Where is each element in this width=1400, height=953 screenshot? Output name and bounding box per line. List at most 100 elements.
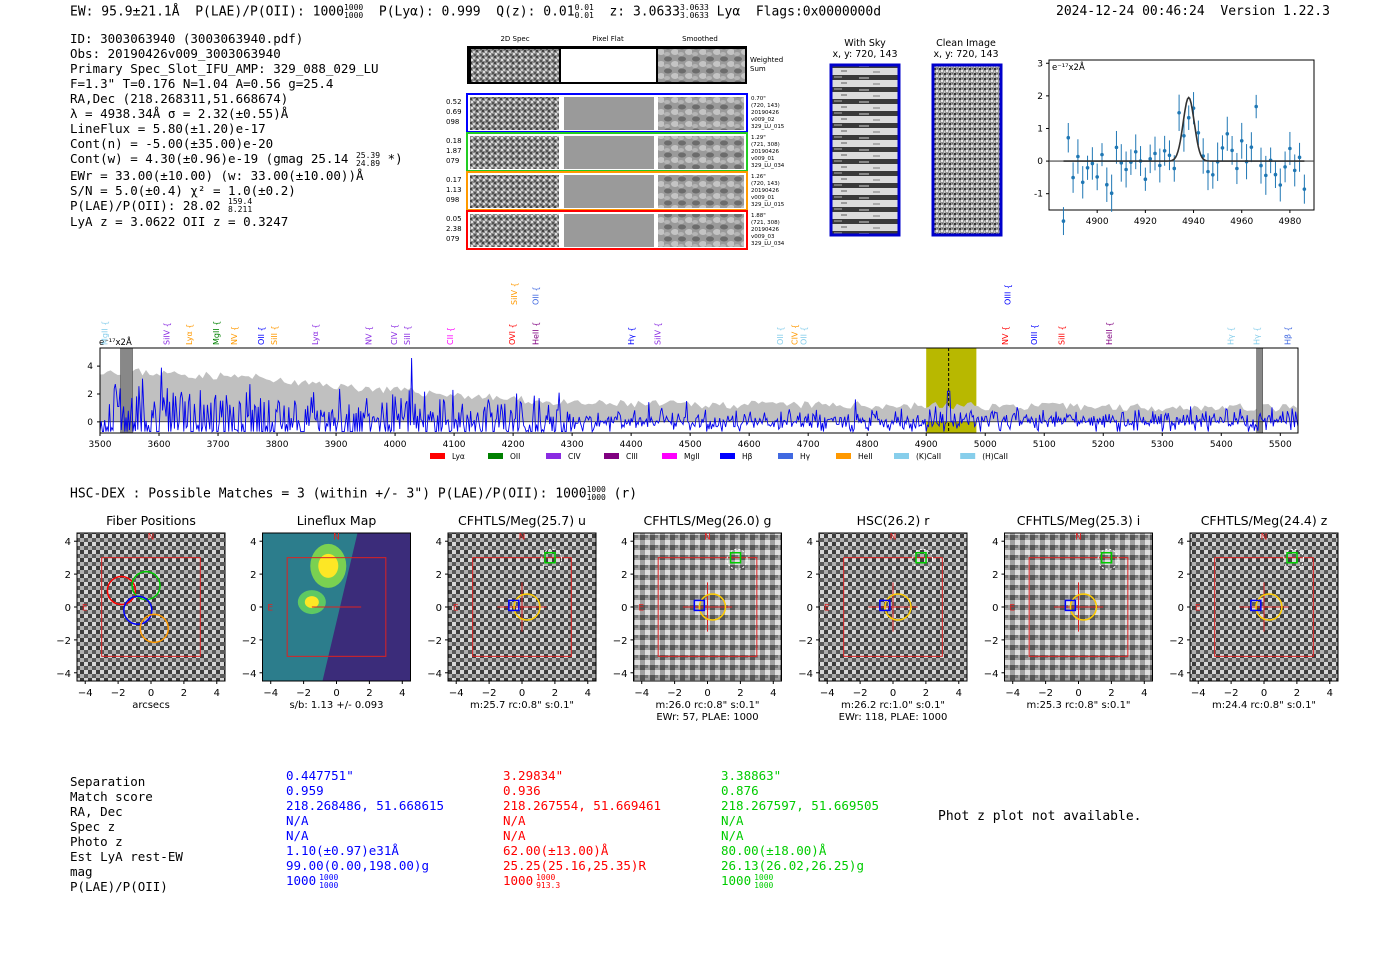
- cutout-left-value: 098: [446, 196, 459, 204]
- info-id: ID: 3003063940 (3003063940.pdf): [70, 31, 304, 46]
- header-plae: P(LAE)/P(OII): 1000: [195, 4, 344, 20]
- match-cell: N/A: [721, 828, 744, 843]
- panel-ytick-label: 0: [436, 603, 442, 614]
- weighted-sum-flat: [561, 49, 656, 82]
- cutout-left-value: 1.13: [446, 186, 462, 194]
- header-qz: Q(z): 0.01: [496, 4, 575, 20]
- legend-label: Hβ: [742, 452, 753, 461]
- panel-title: CFHTLS/Meg(25.7) u: [458, 513, 586, 528]
- clean-title: Clean Image: [936, 38, 996, 49]
- catalog-aperture: [1255, 593, 1283, 621]
- spectrum-line-label: OIII {: [1004, 284, 1013, 305]
- catalog-aperture: [513, 593, 541, 621]
- match-cell: 218.267597, 51.669505: [721, 798, 880, 813]
- legend-label: (K)CaII: [916, 452, 941, 461]
- sky-image-title: With Sky x, y: 720, 143: [830, 38, 900, 60]
- cutout-left-value: 0.18: [446, 137, 462, 145]
- panel-ytick-label: 4: [250, 537, 256, 548]
- spectrum-xtick-label: 5000: [974, 440, 997, 450]
- legend-swatch: [662, 453, 677, 459]
- sky-clean-images: [829, 63, 1003, 237]
- cutout-right-value: 20190426: [751, 188, 779, 194]
- spectrum-xtick-label: 4400: [620, 440, 643, 450]
- zoom-data-point: [1283, 165, 1287, 169]
- cutout-right-value: 329_LU_015: [751, 124, 785, 130]
- zoom-data-point: [1254, 104, 1258, 109]
- spectrum-line-label: Hγ {: [627, 327, 636, 345]
- sky-subtitle: x, y: 720, 143: [832, 49, 898, 60]
- cutout-right-value: 329_LU_015: [751, 202, 785, 208]
- match-column-1: 0.447751" 0.959 218.268486, 51.668615 N/A N/…: [286, 768, 444, 889]
- hsc-band: (r): [613, 486, 638, 502]
- fiber-orange: [139, 613, 170, 644]
- cutout-left-value: 079: [446, 235, 459, 243]
- zoom-data-point: [1133, 149, 1138, 154]
- fiber-red: [106, 575, 137, 606]
- info-obs: Obs: 20190426v009_3003063940: [70, 46, 281, 61]
- spectrum-line-label: NV {: [230, 326, 239, 345]
- aperture-box: [472, 557, 572, 657]
- panel-xtick-label: −2: [853, 688, 868, 699]
- cutout-smooth: [658, 175, 744, 208]
- panel-xtick-label: −4: [634, 688, 649, 699]
- info-params: F=1.3" T=0.176 N=1.04 A=0.56 g=25.4: [70, 76, 334, 91]
- clean-image-title: Clean Image x, y: 720, 143: [928, 38, 1004, 60]
- spectrum-xtick-label: 3800: [266, 440, 289, 450]
- panel-caption: m:25.7 rc:0.8" s:0.1": [470, 700, 574, 711]
- zoom-data-point: [1273, 172, 1278, 177]
- match-marker-green: [915, 551, 927, 564]
- spectrum-line-label: SiIV {: [510, 282, 519, 305]
- spectrum-line-label: NV {: [1001, 326, 1010, 345]
- spectrum-line-label: MgII {: [212, 321, 221, 345]
- panel-ytick-label: 0: [621, 603, 627, 614]
- cutout-right-value: 20190426: [751, 227, 779, 233]
- match-row-label: mag: [70, 864, 93, 879]
- zoom-data-point: [1172, 166, 1177, 171]
- catalog-aperture: [884, 593, 912, 621]
- cutout-left-value: 098: [446, 118, 459, 126]
- legend-swatch: [960, 453, 976, 459]
- header-bar: EW: 95.9±21.1Å P(LAE)/P(OII): 1000 1000 10…: [70, 4, 881, 20]
- panel-ytick-label: 4: [621, 537, 627, 548]
- panel-ytick-label: −4: [56, 669, 71, 680]
- info-ewr: EWr = 33.00(±10.00) (w: 33.00(±10.00))Å: [70, 167, 364, 183]
- panel-caption: m:24.4 rc:0.8" s:0.1": [1212, 700, 1316, 711]
- cutout-right-value: 0.70": [751, 96, 766, 102]
- lineflux-peak: [318, 553, 339, 578]
- panel-xtick-label: 4: [770, 688, 776, 699]
- zoom-data-point: [1167, 153, 1172, 158]
- zoom-data-point: [1085, 165, 1090, 170]
- spectrum-axes-frame: [99, 347, 1299, 434]
- panel-xtick-label: 0: [333, 688, 339, 699]
- zoom-data-point: [1259, 163, 1263, 168]
- spectrum-line-label: HeII {: [531, 322, 540, 345]
- legend-swatch: [720, 453, 735, 459]
- zoom-data-point: [1090, 161, 1095, 166]
- panel-title: Lineflux Map: [297, 513, 377, 528]
- zoom-data-point: [1076, 154, 1080, 159]
- panel-ytick-label: −4: [1169, 669, 1184, 680]
- cutout-left-value: 0.52: [446, 98, 462, 106]
- zoom-data-point: [1225, 131, 1230, 136]
- clean-subtitle: x, y: 720, 143: [933, 49, 999, 60]
- zoom-data-point: [1211, 172, 1215, 177]
- spectrum-xtick-label: 5300: [1151, 440, 1174, 450]
- panel-xtick-label: 2: [552, 688, 558, 699]
- match-cell: 0.876: [721, 783, 759, 798]
- cutout-flat: [564, 136, 654, 169]
- clean-image: [931, 63, 1003, 237]
- zoom-data-point: [1288, 146, 1292, 151]
- cutout-smooth: [658, 214, 744, 247]
- spectrum-ytick-label: 2: [87, 390, 93, 400]
- zoom-data-point: [1080, 180, 1085, 185]
- zoom-data-point: [1177, 111, 1181, 115]
- panel-ytick-label: −2: [798, 636, 813, 647]
- zoom-data-point: [1292, 168, 1297, 173]
- info-primary: Primary Spec_Slot_IFU_AMP: 329_088_029_L…: [70, 61, 379, 76]
- panel-xtick-label: −2: [1224, 688, 1239, 699]
- header-version: Version 1.22.3: [1220, 4, 1330, 19]
- panel-xtick-label: −4: [1191, 688, 1206, 699]
- match-row-label: Est LyA rest-EW: [70, 849, 183, 864]
- zoom-data-point: [1066, 135, 1071, 140]
- cutout-right-value: v009_01: [751, 195, 775, 201]
